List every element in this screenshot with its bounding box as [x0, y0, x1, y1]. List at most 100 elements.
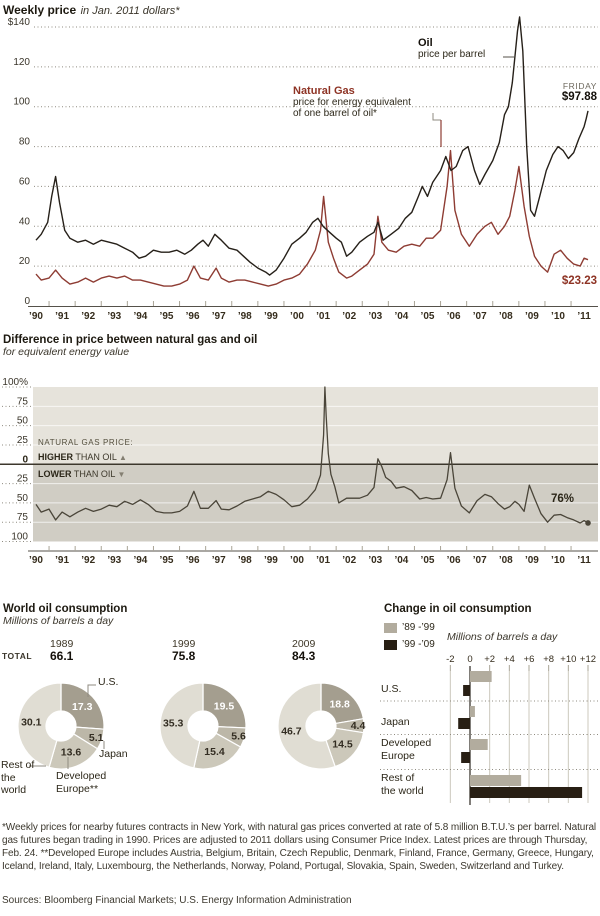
- svg-text:25: 25: [17, 435, 29, 446]
- friday-callout: FRIDAY $97.88: [535, 81, 597, 103]
- oil-last-value: $97.88: [561, 91, 597, 103]
- svg-text:’09: ’09: [525, 311, 539, 322]
- bar-cat-japan: Japan: [381, 716, 410, 728]
- svg-text:+8: +8: [543, 654, 554, 665]
- oil-sublabel: price per barrel: [418, 49, 486, 60]
- higher-label: HIGHER: [38, 452, 74, 462]
- svg-text:15.4: 15.4: [204, 746, 225, 758]
- svg-text:40: 40: [19, 216, 31, 227]
- svg-text:+6: +6: [524, 654, 535, 665]
- change-bar-chart: -2 0 +2 +4 +6 +8 +10 +12: [380, 654, 598, 805]
- down-arrow-icon: ▼: [117, 470, 126, 479]
- svg-text:-2: -2: [446, 654, 454, 665]
- svg-text:46.7: 46.7: [281, 726, 302, 738]
- donut-total-2009: 84.3: [292, 649, 316, 663]
- svg-text:$140: $140: [8, 17, 31, 28]
- svg-text:’02: ’02: [342, 311, 356, 322]
- price-line-chart: $140 120 100 80 60 40 20 0 ’90 ’91 ’92 ’93 ’94 ’95 ’96…: [8, 16, 598, 322]
- svg-text:’03: ’03: [368, 555, 382, 566]
- diff-end-value: 76%: [551, 493, 575, 505]
- svg-text:’07: ’07: [473, 311, 487, 322]
- diff-chart-subtitle: for equivalent energy value: [3, 346, 130, 358]
- svg-text:’99: ’99: [264, 311, 278, 322]
- change-chart-subtitle: Millions of barrels a day: [447, 631, 558, 643]
- svg-text:14.5: 14.5: [332, 738, 353, 750]
- svg-text:+12: +12: [580, 654, 596, 665]
- svg-text:18.8: 18.8: [329, 698, 350, 710]
- svg-text:5.6: 5.6: [231, 731, 246, 743]
- legend-89-99: ’89 -’99: [384, 622, 435, 633]
- svg-text:’06: ’06: [447, 555, 461, 566]
- diff-lower-row: LOWER THAN OIL ▼: [38, 469, 125, 479]
- svg-text:’11: ’11: [577, 555, 591, 566]
- svg-text:’04: ’04: [394, 311, 408, 322]
- price-chart-header: Weekly price in Jan. 2011 dollars*: [3, 1, 179, 19]
- legend-swatch-black: [384, 639, 397, 650]
- svg-text:’97: ’97: [212, 311, 226, 322]
- svg-text:’93: ’93: [107, 555, 121, 566]
- gas-label: Natural Gas: [293, 85, 355, 97]
- svg-text:’10: ’10: [551, 555, 565, 566]
- svg-text:’01: ’01: [316, 311, 330, 322]
- svg-text:’08: ’08: [499, 311, 513, 322]
- svg-text:’00: ’00: [290, 555, 304, 566]
- donut-total-1999: 75.8: [172, 649, 196, 663]
- svg-text:’99: ’99: [264, 555, 278, 566]
- slice-label-us: U.S.: [98, 676, 119, 688]
- svg-text:+10: +10: [560, 654, 576, 665]
- legend-label-89-99: ’89 -’99: [402, 622, 435, 633]
- price-chart-title: Weekly price: [3, 3, 77, 17]
- bar-cat-rest-of-world: Rest of the world: [381, 772, 424, 797]
- donut-year-1999: 1999: [172, 638, 196, 650]
- svg-text:0: 0: [24, 296, 30, 307]
- svg-text:120: 120: [13, 57, 30, 68]
- consumption-title: World oil consumption: [3, 603, 128, 615]
- svg-text:17.3: 17.3: [72, 701, 93, 713]
- svg-text:’01: ’01: [316, 555, 330, 566]
- footnote: *Weekly prices for nearby futures contra…: [2, 822, 597, 872]
- change-chart-title: Change in oil consumption: [384, 603, 532, 615]
- svg-text:0: 0: [22, 454, 28, 465]
- svg-text:’92: ’92: [81, 311, 95, 322]
- total-label: TOTAL: [2, 651, 33, 661]
- bar-cat-developed-europe: Developed Europe: [381, 737, 432, 762]
- svg-text:’90: ’90: [29, 555, 43, 566]
- legend-99-09: ’99 -’09: [384, 639, 435, 650]
- svg-text:50: 50: [17, 416, 29, 427]
- oil-label: Oil: [418, 37, 433, 49]
- gas-sublabel-2: of one barrel of oil*: [293, 108, 377, 119]
- svg-text:0: 0: [467, 654, 472, 665]
- svg-text:’98: ’98: [238, 311, 252, 322]
- svg-text:’03: ’03: [368, 311, 382, 322]
- svg-text:’94: ’94: [133, 555, 147, 566]
- svg-text:19.5: 19.5: [214, 700, 235, 712]
- diff-higher-row: HIGHER THAN OIL ▲: [38, 452, 127, 462]
- svg-text:’98: ’98: [238, 555, 252, 566]
- svg-text:’07: ’07: [473, 555, 487, 566]
- legend-label-99-09: ’99 -’09: [402, 639, 435, 650]
- gas-series-label: Natural Gas price for energy equivalent …: [293, 85, 411, 119]
- slice-label-rest-of-world: Rest of the world: [1, 759, 35, 796]
- svg-text:4.4: 4.4: [351, 720, 366, 732]
- slice-label-developed-europe: Developed Europe**: [56, 770, 107, 795]
- svg-text:60: 60: [19, 176, 31, 187]
- svg-text:5.1: 5.1: [89, 732, 104, 744]
- svg-text:100: 100: [11, 532, 28, 543]
- diff-legend-intro: NATURAL GAS PRICE:: [38, 438, 134, 447]
- svg-text:’06: ’06: [447, 311, 461, 322]
- svg-text:’09: ’09: [525, 555, 539, 566]
- svg-text:’92: ’92: [81, 555, 95, 566]
- svg-text:’10: ’10: [551, 311, 565, 322]
- consumption-donut-charts: 17.3 5.1 13.6 30.1 19.5 5.6 15.4 35.3 18.84.4 14.…: [17, 682, 366, 770]
- svg-text:20: 20: [19, 256, 31, 267]
- svg-text:80: 80: [19, 137, 31, 148]
- svg-text:’95: ’95: [160, 555, 174, 566]
- lower-rest: THAN OIL: [71, 469, 118, 479]
- svg-text:’90: ’90: [29, 311, 43, 322]
- svg-text:’96: ’96: [186, 555, 200, 566]
- svg-text:’94: ’94: [133, 311, 147, 322]
- svg-text:’91: ’91: [55, 311, 69, 322]
- svg-text:30.1: 30.1: [21, 716, 42, 728]
- svg-text:75: 75: [17, 396, 29, 407]
